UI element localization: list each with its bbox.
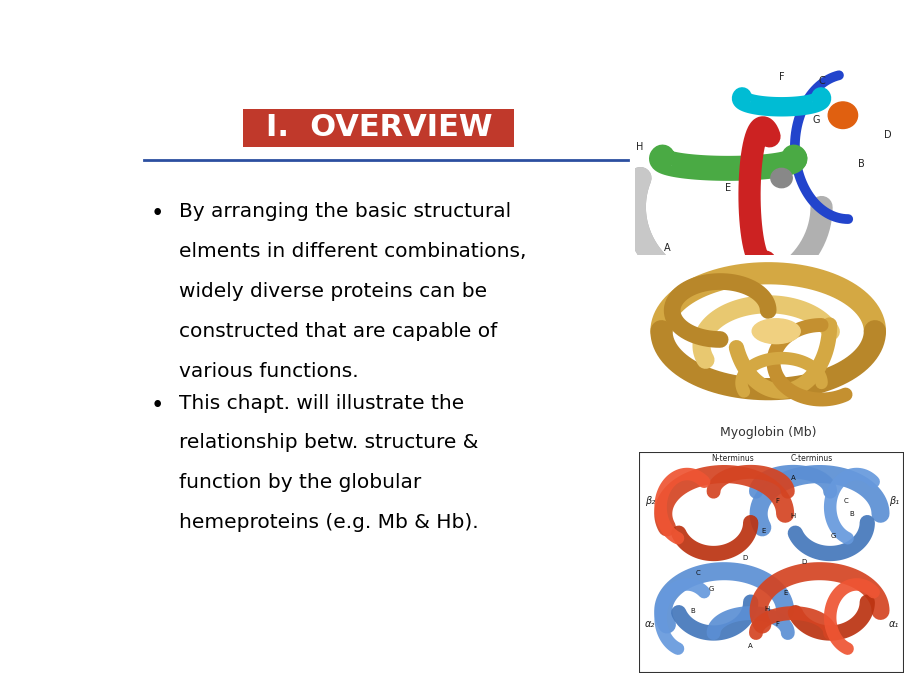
Text: E: E <box>782 590 787 596</box>
Circle shape <box>827 102 857 128</box>
Text: E: E <box>724 183 731 193</box>
Text: G: G <box>811 115 819 125</box>
FancyBboxPatch shape <box>243 109 514 146</box>
Text: C: C <box>817 77 824 86</box>
Text: F: F <box>777 72 784 81</box>
Text: α₂: α₂ <box>644 619 654 629</box>
Text: C: C <box>843 497 847 504</box>
Text: β₁: β₁ <box>888 495 898 506</box>
Text: B: B <box>689 608 694 614</box>
Text: I.  OVERVIEW: I. OVERVIEW <box>266 113 492 142</box>
Text: F: F <box>775 497 778 504</box>
Text: Myoglobin (Mb): Myoglobin (Mb) <box>720 426 815 439</box>
Text: By arranging the basic structural: By arranging the basic structural <box>179 202 511 221</box>
Text: α₁: α₁ <box>888 619 898 629</box>
Text: B: B <box>848 511 853 517</box>
Text: D: D <box>883 130 891 139</box>
Text: F: F <box>775 621 778 627</box>
Text: constructed that are capable of: constructed that are capable of <box>179 322 497 341</box>
Text: function by the globular: function by the globular <box>179 473 421 492</box>
Text: D: D <box>800 560 805 565</box>
Text: •: • <box>151 202 165 226</box>
Text: H: H <box>636 141 643 152</box>
Text: G: G <box>829 533 834 539</box>
Text: C-terminus: C-terminus <box>789 454 832 463</box>
Text: E: E <box>761 529 766 535</box>
Text: C: C <box>695 571 699 576</box>
Text: β₂: β₂ <box>644 495 654 506</box>
Text: N-terminus: N-terminus <box>710 454 753 463</box>
Text: G: G <box>708 586 713 592</box>
Text: A: A <box>663 243 669 253</box>
Text: D: D <box>742 555 747 561</box>
Text: B: B <box>857 159 864 168</box>
Text: H: H <box>763 606 768 612</box>
Text: various functions.: various functions. <box>179 362 358 381</box>
Text: H: H <box>789 513 795 519</box>
Circle shape <box>770 168 791 188</box>
Text: A: A <box>789 475 795 482</box>
Text: A: A <box>747 643 753 649</box>
Ellipse shape <box>752 319 800 344</box>
Text: widely diverse proteins can be: widely diverse proteins can be <box>179 282 487 301</box>
Text: relationship betw. structure &: relationship betw. structure & <box>179 433 478 453</box>
Text: elments in different combinations,: elments in different combinations, <box>179 242 526 262</box>
Text: hemeproteins (e.g. Mb & Hb).: hemeproteins (e.g. Mb & Hb). <box>179 513 478 532</box>
Text: This chapt. will illustrate the: This chapt. will illustrate the <box>179 393 464 413</box>
Text: •: • <box>151 393 165 417</box>
